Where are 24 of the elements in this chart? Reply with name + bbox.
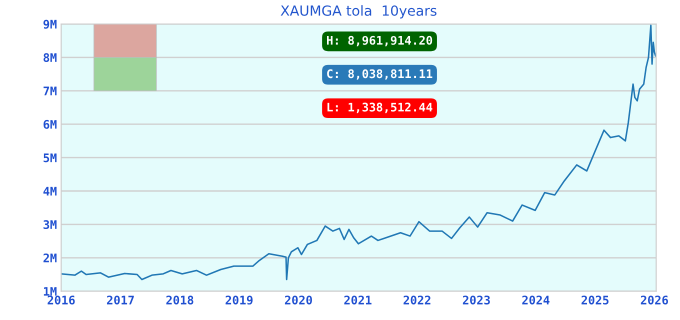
x-tick-label: 2017 — [106, 296, 134, 305]
y-tick-label: 2M — [43, 254, 57, 262]
x-tick-label: 2018 — [166, 296, 194, 305]
y-tick-label: 9M — [43, 20, 57, 29]
y-tick-label: 3M — [44, 220, 57, 230]
y-tick-label: 5M — [44, 153, 57, 162]
y-tick-label: 7M — [44, 86, 57, 96]
x-tick-label: 2026 — [640, 296, 668, 305]
annotation: L: 1,338,512.44 — [328, 102, 432, 114]
y-tick-label: 6M — [44, 120, 57, 129]
x-tick-label: 2020 — [284, 296, 312, 305]
x-tick-label: 2021 — [344, 296, 372, 305]
annotation: C: 8,038,811.11 — [327, 69, 432, 80]
y-tick-label: 4M — [43, 186, 57, 196]
chart-title: XAUMGA tola 10years — [280, 5, 436, 19]
x-tick-label: 2025 — [582, 296, 609, 305]
annotation: H: 8,961,914.20 — [327, 36, 432, 46]
x-tick-label: 2023 — [462, 296, 490, 305]
x-tick-label: 2016 — [48, 296, 75, 305]
x-tick-label: 2022 — [404, 296, 430, 305]
y-tick-label: 1M — [44, 287, 57, 296]
y-tick-label: 8M — [44, 53, 57, 62]
x-tick-label: 2019 — [226, 296, 253, 305]
x-tick-label: 2024 — [522, 296, 550, 305]
